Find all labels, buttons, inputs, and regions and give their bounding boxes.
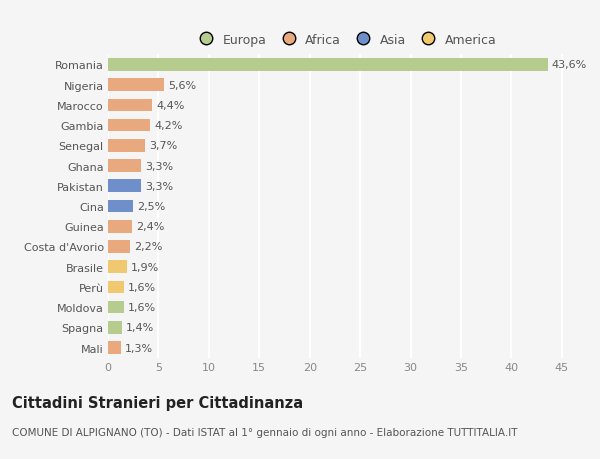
Text: 3,3%: 3,3% — [145, 181, 173, 191]
Bar — [108, 301, 124, 314]
Text: 1,9%: 1,9% — [131, 262, 160, 272]
Legend: Europa, Africa, Asia, America: Europa, Africa, Asia, America — [191, 31, 499, 49]
Bar — [108, 200, 133, 213]
Text: 1,3%: 1,3% — [125, 343, 153, 353]
Bar — [108, 140, 145, 152]
Text: 5,6%: 5,6% — [169, 80, 197, 90]
Bar — [108, 79, 164, 92]
Text: 1,6%: 1,6% — [128, 302, 156, 313]
Bar — [108, 160, 141, 173]
Bar — [108, 281, 124, 294]
Text: 3,7%: 3,7% — [149, 141, 178, 151]
Text: 2,5%: 2,5% — [137, 202, 166, 212]
Bar — [108, 261, 127, 274]
Bar — [108, 341, 121, 354]
Bar — [108, 180, 141, 193]
Bar — [108, 59, 548, 72]
Text: 4,2%: 4,2% — [154, 121, 183, 131]
Text: 1,6%: 1,6% — [128, 282, 156, 292]
Bar — [108, 321, 122, 334]
Text: COMUNE DI ALPIGNANO (TO) - Dati ISTAT al 1° gennaio di ogni anno - Elaborazione : COMUNE DI ALPIGNANO (TO) - Dati ISTAT al… — [12, 427, 517, 437]
Bar — [108, 99, 152, 112]
Bar — [108, 220, 132, 233]
Text: 4,4%: 4,4% — [157, 101, 185, 111]
Text: 1,4%: 1,4% — [126, 323, 154, 333]
Bar — [108, 119, 151, 132]
Text: 43,6%: 43,6% — [552, 60, 587, 70]
Text: 2,4%: 2,4% — [136, 222, 164, 232]
Text: 2,2%: 2,2% — [134, 242, 163, 252]
Bar — [108, 241, 130, 253]
Text: Cittadini Stranieri per Cittadinanza: Cittadini Stranieri per Cittadinanza — [12, 395, 303, 410]
Text: 3,3%: 3,3% — [145, 161, 173, 171]
